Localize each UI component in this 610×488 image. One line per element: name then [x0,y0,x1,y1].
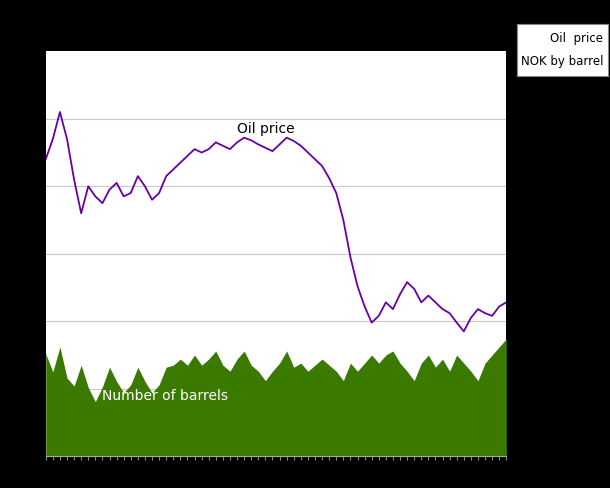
Text: Oil  price: Oil price [550,32,603,45]
Text: NOK by barrel: NOK by barrel [520,55,603,68]
Text: Number of barrels: Number of barrels [102,388,228,403]
Text: Oil price: Oil price [237,122,295,136]
